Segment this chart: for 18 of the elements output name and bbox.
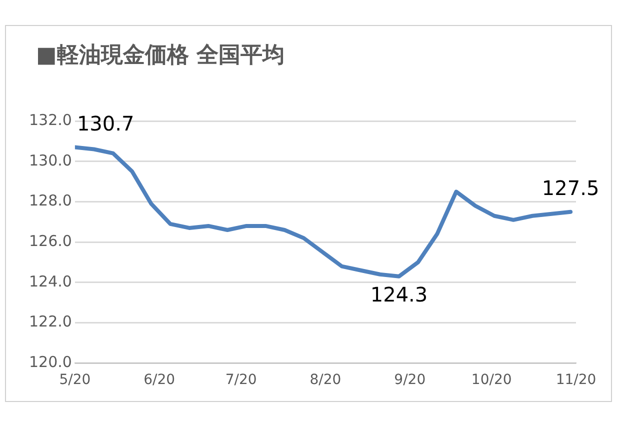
x-tick-label: 9/20 <box>394 372 426 388</box>
annotation: 124.3 <box>370 282 428 307</box>
x-tick-label: 11/20 <box>556 372 596 388</box>
y-tick-label: 130.0 <box>28 151 72 170</box>
y-tick-label: 124.0 <box>28 272 72 290</box>
y-tick-label: 128.0 <box>28 192 72 210</box>
y-tick-label: 132.0 <box>28 110 72 129</box>
y-tick-label: 122.0 <box>28 312 72 331</box>
y-tick-label: 120.0 <box>28 353 72 372</box>
annotation: 127.5 <box>542 176 600 200</box>
x-tick-label: 10/20 <box>471 372 512 388</box>
y-tick-label: 126.0 <box>28 232 72 250</box>
x-tick-label: 5/20 <box>59 372 91 388</box>
chart-title: ■軽油現金価格 全国平均 <box>36 42 284 70</box>
x-tick-label: 8/20 <box>310 372 342 388</box>
x-tick-label: 6/20 <box>144 372 176 388</box>
x-tick-label: 7/20 <box>225 372 257 388</box>
annotation: 130.7 <box>76 111 134 136</box>
